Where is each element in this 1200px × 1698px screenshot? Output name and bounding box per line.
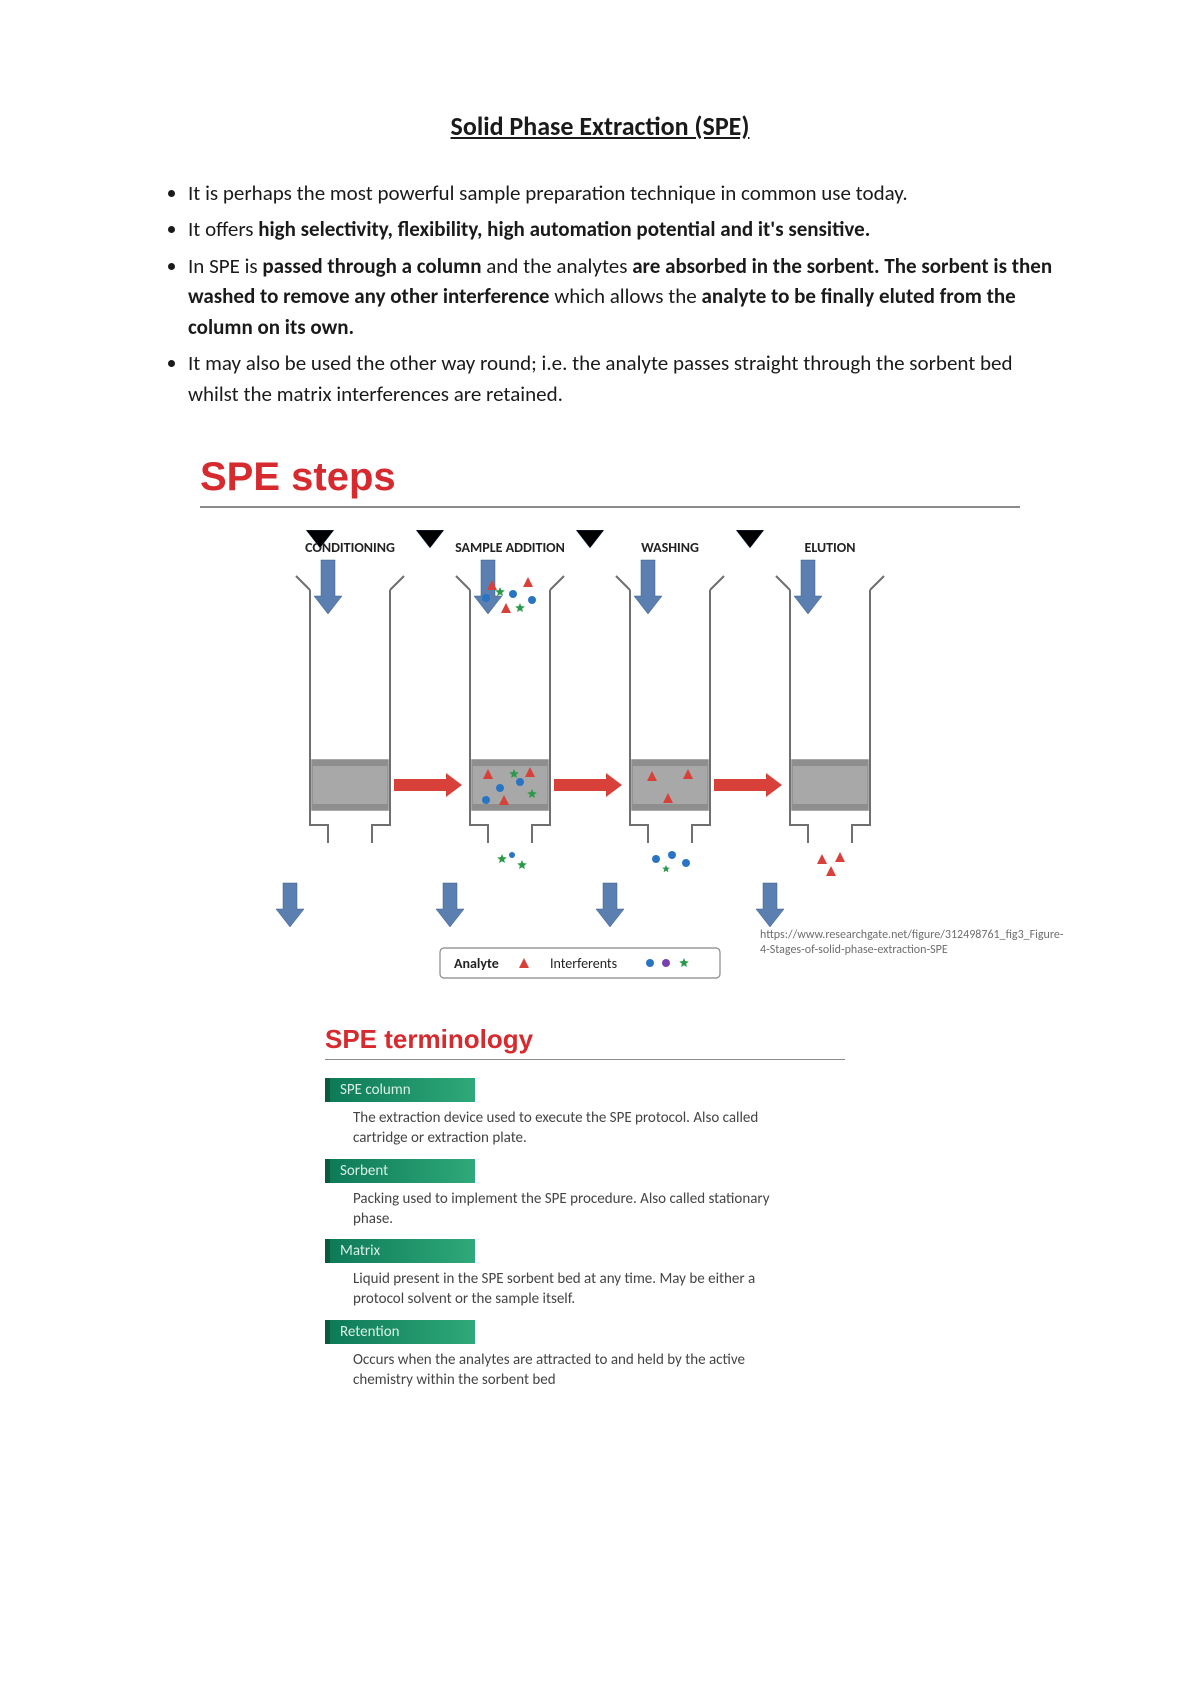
spe-terminology-section: SPE terminology SPE columnThe extraction… [325, 1024, 845, 1390]
spe-steps-heading: SPE steps [200, 455, 1020, 500]
svg-text:ELUTION: ELUTION [805, 539, 856, 556]
terminology-item: SorbentPacking used to implement the SPE… [325, 1159, 845, 1230]
list-item: It may also be used the other way round;… [188, 348, 1060, 409]
list-item: In SPE is passed through a column and th… [188, 251, 1060, 342]
divider [200, 506, 1020, 508]
terminology-item: RetentionOccurs when the analytes are at… [325, 1320, 845, 1391]
terminology-label: Matrix [325, 1239, 475, 1263]
terminology-desc: Liquid present in the SPE sorbent bed at… [325, 1263, 785, 1310]
text: passed through a column [262, 253, 481, 279]
terminology-desc: The extraction device used to execute th… [325, 1102, 785, 1149]
divider [325, 1059, 845, 1060]
list-item: It offers high selectivity, flexibility,… [188, 214, 1060, 244]
terminology-item: MatrixLiquid present in the SPE sorbent … [325, 1239, 845, 1310]
svg-text:Interferents: Interferents [550, 955, 617, 972]
citation-text: https://www.researchgate.net/figure/3124… [760, 928, 960, 958]
text: which allows the [549, 283, 701, 309]
terminology-label: SPE column [325, 1078, 475, 1102]
text: and the analytes [482, 253, 633, 279]
terminology-item: SPE columnThe extraction device used to … [325, 1078, 845, 1149]
svg-text:SAMPLE ADDITION: SAMPLE ADDITION [455, 539, 565, 556]
text: In SPE is [188, 253, 262, 279]
svg-text:Analyte: Analyte [454, 955, 499, 972]
terminology-desc: Packing used to implement the SPE proced… [325, 1183, 785, 1230]
list-item: It is perhaps the most powerful sample p… [188, 178, 1060, 208]
spe-terminology-heading: SPE terminology [325, 1024, 845, 1055]
text: high selectivity, flexibility, high auto… [258, 216, 870, 242]
terminology-label: Sorbent [325, 1159, 475, 1183]
intro-list: It is perhaps the most powerful sample p… [140, 178, 1060, 409]
text: It offers [188, 216, 258, 242]
svg-text:WASHING: WASHING [641, 539, 699, 556]
spe-steps-diagram: CONDITIONINGSAMPLE ADDITIONWASHINGELUTIO… [270, 530, 970, 990]
terminology-label: Retention [325, 1320, 475, 1344]
terminology-desc: Occurs when the analytes are attracted t… [325, 1344, 785, 1391]
page-title: Solid Phase Extraction (SPE) [140, 110, 1060, 142]
spe-steps-section: SPE steps CONDITIONINGSAMPLE ADDITIONWAS… [200, 455, 1020, 990]
